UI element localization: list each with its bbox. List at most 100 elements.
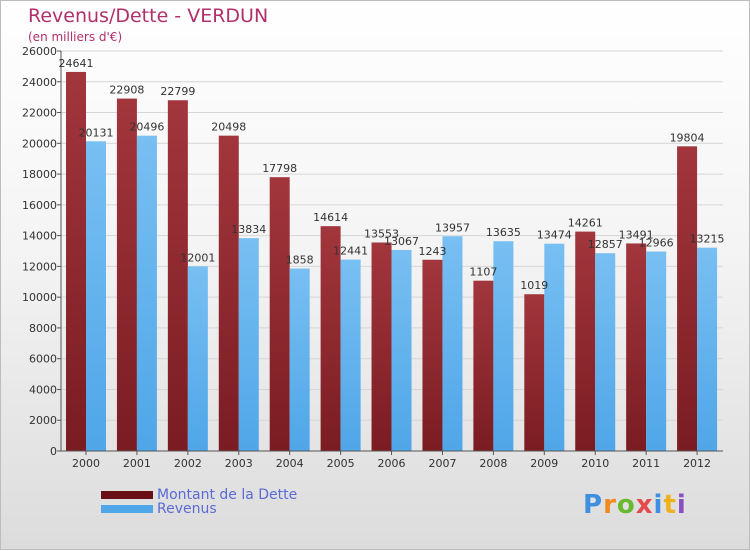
value-label-debt-2004: 17798 bbox=[262, 162, 297, 175]
bar-revenue-2009 bbox=[544, 243, 565, 451]
bar-revenue-2007 bbox=[442, 236, 463, 451]
x-tick-label-2008: 2008 bbox=[479, 457, 507, 470]
bar-debt-2007 bbox=[422, 259, 443, 451]
bar-debt-2001 bbox=[116, 98, 137, 452]
bar-revenue-2001 bbox=[136, 135, 157, 451]
y-tick-label: 18000 bbox=[22, 168, 57, 181]
bar-debt-2011 bbox=[626, 243, 647, 451]
value-labels: 24641 20131 22908 20496 22799 12001 20498 13834… bbox=[59, 57, 725, 292]
proxiti-logo: Proxiti bbox=[583, 490, 687, 520]
x-tick-label-2009: 2009 bbox=[530, 457, 558, 470]
value-label-revenue-2010: 12857 bbox=[588, 238, 623, 251]
value-label-revenue-2003: 13834 bbox=[231, 223, 266, 236]
value-label-debt-2012: 19804 bbox=[670, 131, 705, 144]
x-tick-label-2002: 2002 bbox=[174, 457, 202, 470]
y-tick-label: 20000 bbox=[22, 137, 57, 150]
bar-debt-2003 bbox=[218, 135, 239, 451]
value-label-revenue-2011: 12966 bbox=[639, 237, 674, 250]
logo-letter: i bbox=[653, 490, 664, 520]
logo-letter: t bbox=[663, 490, 677, 520]
bars bbox=[66, 71, 718, 452]
value-label-revenue-2005: 12441 bbox=[333, 245, 368, 258]
bar-debt-2009 bbox=[524, 294, 545, 451]
y-tick-label: 22000 bbox=[22, 107, 57, 120]
value-label-revenue-2004: 1858 bbox=[286, 254, 314, 267]
y-tick-label: 6000 bbox=[29, 353, 57, 366]
value-label-debt-2002: 22799 bbox=[160, 85, 195, 98]
y-tick-label: 2000 bbox=[29, 414, 57, 427]
bar-debt-2006 bbox=[371, 242, 392, 451]
x-tick-label-2003: 2003 bbox=[225, 457, 253, 470]
x-tick-label-2010: 2010 bbox=[581, 457, 609, 470]
y-tick-label: 12000 bbox=[22, 260, 57, 273]
x-tick-label-2011: 2011 bbox=[632, 457, 660, 470]
y-tick-label: 24000 bbox=[22, 76, 57, 89]
value-label-debt-2010: 14261 bbox=[568, 217, 603, 230]
value-label-revenue-2006: 13067 bbox=[384, 235, 419, 248]
bar-debt-2008 bbox=[473, 280, 494, 451]
logo-letter: o bbox=[616, 490, 636, 520]
legend-item-debt: Montant de la Dette bbox=[101, 487, 297, 503]
logo-letter: i bbox=[676, 490, 687, 520]
y-tick-label: 26000 bbox=[22, 45, 57, 58]
bar-revenue-2003 bbox=[238, 238, 259, 451]
bar-revenue-2010 bbox=[595, 253, 616, 451]
legend-item-revenue: Revenus bbox=[101, 501, 217, 517]
bar-debt-2005 bbox=[320, 226, 341, 451]
value-label-debt-2008: 1107 bbox=[469, 266, 497, 279]
value-label-debt-2011: 13491 bbox=[619, 228, 654, 241]
bar-revenue-2000 bbox=[86, 141, 106, 452]
x-tick-label-2005: 2005 bbox=[327, 457, 355, 470]
y-tick-label: 4000 bbox=[29, 383, 57, 396]
bar-revenue-2004 bbox=[289, 268, 310, 451]
y-tick-label: 8000 bbox=[29, 322, 57, 335]
legend-label-debt: Montant de la Dette bbox=[157, 487, 298, 503]
x-tick-label-2004: 2004 bbox=[276, 457, 304, 470]
bar-debt-2010 bbox=[575, 231, 596, 451]
bar-debt-2004 bbox=[269, 177, 290, 451]
value-label-revenue-2000: 20131 bbox=[79, 126, 114, 139]
legend-label-revenue: Revenus bbox=[157, 501, 217, 517]
x-tick-label-2007: 2007 bbox=[428, 457, 456, 470]
chart-subtitle: (en milliers d'€) bbox=[28, 30, 123, 44]
bar-revenue-2005 bbox=[340, 259, 361, 451]
x-tick-label-2006: 2006 bbox=[378, 457, 406, 470]
y-tick-label: 0 bbox=[50, 445, 57, 458]
value-label-revenue-2008: 13635 bbox=[486, 226, 521, 239]
bar-revenue-2012 bbox=[697, 247, 718, 451]
bar-debt-2012 bbox=[677, 146, 698, 452]
value-label-debt-2009: 1019 bbox=[520, 279, 548, 292]
bar-revenue-2011 bbox=[646, 251, 667, 451]
x-tick-label-2000: 2000 bbox=[72, 457, 100, 470]
bar-debt-2002 bbox=[167, 100, 188, 451]
value-label-revenue-2001: 20496 bbox=[129, 121, 164, 134]
value-label-debt-2005: 14614 bbox=[313, 211, 348, 224]
value-label-debt-2007: 1243 bbox=[418, 245, 446, 258]
logo-letter: P bbox=[583, 490, 604, 520]
value-label-revenue-2012: 13215 bbox=[690, 233, 725, 246]
value-label-debt-2003: 20498 bbox=[211, 121, 246, 134]
value-label-debt-2001: 22908 bbox=[109, 84, 144, 97]
value-label-debt-2000: 24641 bbox=[59, 57, 94, 70]
axes: 0 2000 4000 6000 8000 10000 12000 14000 16000 180… bbox=[22, 45, 723, 470]
x-tick-label-2012: 2012 bbox=[683, 457, 711, 470]
logo-letter: x bbox=[635, 490, 654, 520]
value-label-debt-2006: 13553 bbox=[364, 227, 399, 240]
value-label-revenue-2009: 13474 bbox=[537, 229, 572, 242]
y-tick-label: 10000 bbox=[22, 291, 57, 304]
bar-debt-2000 bbox=[66, 71, 86, 452]
y-tick-label: 16000 bbox=[22, 199, 57, 212]
legend-swatch-revenue bbox=[101, 505, 153, 513]
bar-revenue-2008 bbox=[493, 241, 514, 451]
bar-revenue-2002 bbox=[187, 266, 208, 451]
value-label-revenue-2007: 13957 bbox=[435, 221, 470, 234]
y-tick-label: 14000 bbox=[22, 230, 57, 243]
logo-letter: r bbox=[603, 490, 617, 520]
x-tick-label-2001: 2001 bbox=[123, 457, 151, 470]
bar-revenue-2006 bbox=[391, 249, 412, 451]
legend-swatch-debt bbox=[101, 491, 153, 499]
value-label-revenue-2002: 12001 bbox=[180, 251, 215, 264]
chart-title: Revenus/Dette - VERDUN bbox=[28, 5, 269, 27]
